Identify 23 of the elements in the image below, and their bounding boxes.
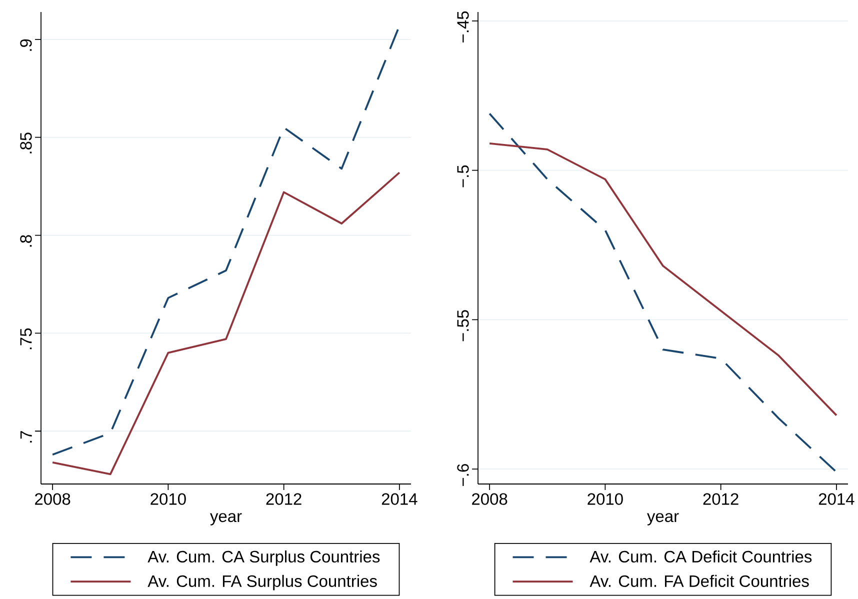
y-tick-label: −.45 <box>457 11 469 42</box>
y-tick-label: .85 <box>20 132 32 154</box>
y-tick-label: .75 <box>20 328 32 350</box>
x-tick-label: 2014 <box>382 493 418 505</box>
legend-label: Av. Cum. CA Deficit Countries <box>590 550 812 563</box>
x-axis-title: year <box>210 513 242 526</box>
legend-label: Av. Cum. FA Surplus Countries <box>148 574 377 590</box>
x-tick-label: 2012 <box>703 493 738 505</box>
x-tick-label: 2012 <box>266 493 302 505</box>
y-tick-label: .7 <box>20 431 32 442</box>
x-tick-label: 2010 <box>150 493 186 505</box>
x-tick-label: 2014 <box>818 493 854 505</box>
legend-label: Av. Cum. CA Surplus Countries <box>148 550 380 566</box>
x-tick-label: 2008 <box>472 493 508 505</box>
x-tick-label: 2008 <box>35 493 70 505</box>
legend-label: Av. Cum. FA Deficit Countries <box>590 574 809 587</box>
y-tick-label: .9 <box>20 39 32 51</box>
y-tick-label: −.55 <box>457 310 469 342</box>
y-tick-label: −.6 <box>457 464 469 486</box>
x-axis-title: year <box>647 513 679 526</box>
x-tick-label: 2010 <box>588 493 623 505</box>
y-tick-label: .8 <box>20 235 32 247</box>
y-tick-label: −.5 <box>457 165 469 188</box>
